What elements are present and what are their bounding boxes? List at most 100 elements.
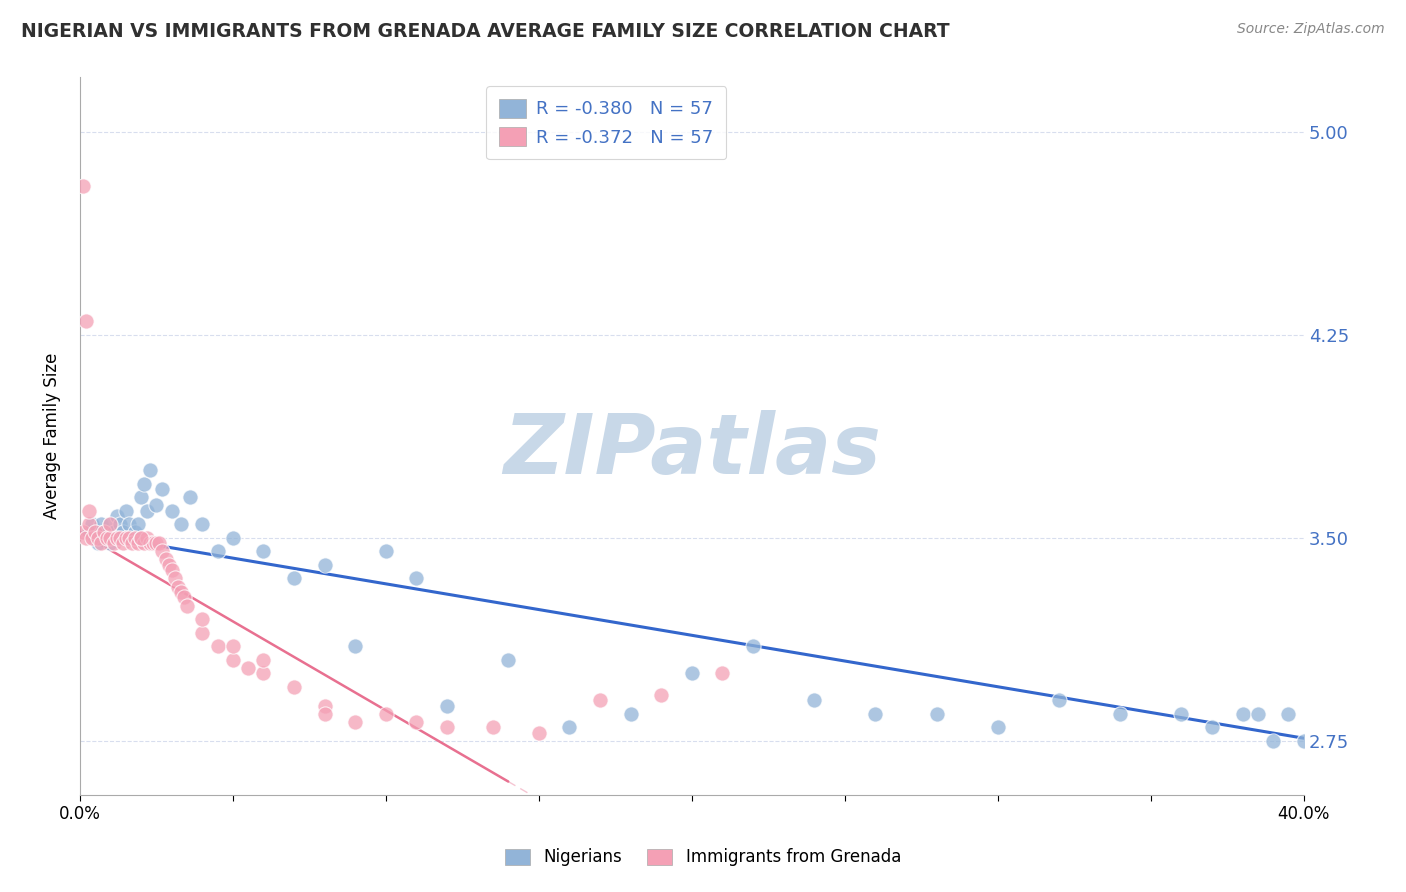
Point: [148, 536, 170, 550]
Point: [222, 653, 245, 667]
Point: [145, 498, 167, 512]
Point: [1109, 706, 1132, 721]
Point: [90, 536, 112, 550]
Point: [127, 536, 149, 550]
Point: [121, 531, 143, 545]
Point: [72, 525, 94, 540]
Point: [925, 706, 948, 721]
Point: [114, 531, 136, 545]
Point: [96, 531, 118, 545]
Point: [114, 504, 136, 518]
Point: [108, 517, 131, 532]
Point: [558, 720, 581, 734]
Point: [283, 571, 305, 585]
Point: [314, 706, 336, 721]
Point: [1170, 706, 1192, 721]
Point: [1201, 720, 1223, 734]
Point: [252, 544, 274, 558]
Point: [1047, 693, 1070, 707]
Point: [145, 536, 167, 550]
Point: [118, 517, 141, 532]
Point: [191, 625, 214, 640]
Point: [681, 666, 703, 681]
Point: [136, 504, 159, 518]
Point: [134, 536, 156, 550]
Point: [93, 525, 115, 540]
Point: [314, 558, 336, 572]
Point: [105, 531, 128, 545]
Text: Source: ZipAtlas.com: Source: ZipAtlas.com: [1237, 22, 1385, 37]
Text: NIGERIAN VS IMMIGRANTS FROM GRENADA AVERAGE FAMILY SIZE CORRELATION CHART: NIGERIAN VS IMMIGRANTS FROM GRENADA AVER…: [21, 22, 949, 41]
Point: [84, 525, 107, 540]
Point: [496, 653, 519, 667]
Point: [374, 706, 396, 721]
Point: [207, 544, 229, 558]
Point: [139, 463, 162, 477]
Point: [100, 536, 122, 550]
Point: [160, 563, 183, 577]
Point: [650, 688, 672, 702]
Point: [222, 639, 245, 653]
Text: ZIPatlas: ZIPatlas: [503, 410, 880, 491]
Point: [129, 490, 152, 504]
Point: [152, 482, 174, 496]
Point: [865, 706, 887, 721]
Point: [100, 517, 122, 532]
Point: [314, 698, 336, 713]
Point: [207, 639, 229, 653]
Point: [176, 599, 198, 613]
Point: [1247, 706, 1270, 721]
Point: [283, 680, 305, 694]
Point: [236, 661, 259, 675]
Point: [163, 571, 186, 585]
Point: [170, 517, 193, 532]
Point: [103, 536, 125, 550]
Point: [191, 517, 214, 532]
Point: [72, 178, 94, 193]
Point: [77, 525, 100, 540]
Point: [344, 639, 367, 653]
Point: [344, 714, 367, 729]
Y-axis label: Average Family Size: Average Family Size: [44, 353, 60, 519]
Point: [742, 639, 765, 653]
Point: [105, 509, 128, 524]
Point: [803, 693, 825, 707]
Point: [252, 666, 274, 681]
Point: [100, 517, 122, 532]
Point: [160, 504, 183, 518]
Point: [111, 525, 134, 540]
Point: [114, 531, 136, 545]
Point: [124, 525, 146, 540]
Point: [87, 531, 110, 545]
Point: [96, 531, 118, 545]
Point: [90, 517, 112, 532]
Legend: Nigerians, Immigrants from Grenada: Nigerians, Immigrants from Grenada: [496, 840, 910, 875]
Point: [103, 525, 125, 540]
Point: [527, 726, 550, 740]
Point: [222, 531, 245, 545]
Point: [155, 552, 177, 566]
Point: [108, 531, 131, 545]
Point: [179, 490, 201, 504]
Point: [82, 517, 104, 532]
Point: [75, 314, 97, 328]
Point: [124, 531, 146, 545]
Point: [166, 580, 188, 594]
Point: [170, 585, 193, 599]
Point: [173, 591, 195, 605]
Point: [93, 525, 115, 540]
Point: [1261, 734, 1284, 748]
Point: [620, 706, 643, 721]
Point: [252, 653, 274, 667]
Point: [157, 558, 180, 572]
Point: [1292, 734, 1315, 748]
Point: [134, 476, 156, 491]
Point: [152, 544, 174, 558]
Point: [82, 531, 104, 545]
Point: [100, 531, 122, 545]
Point: [191, 612, 214, 626]
Legend: R = -0.380   N = 57, R = -0.372   N = 57: R = -0.380 N = 57, R = -0.372 N = 57: [486, 87, 727, 160]
Point: [1232, 706, 1254, 721]
Point: [77, 504, 100, 518]
Point: [374, 544, 396, 558]
